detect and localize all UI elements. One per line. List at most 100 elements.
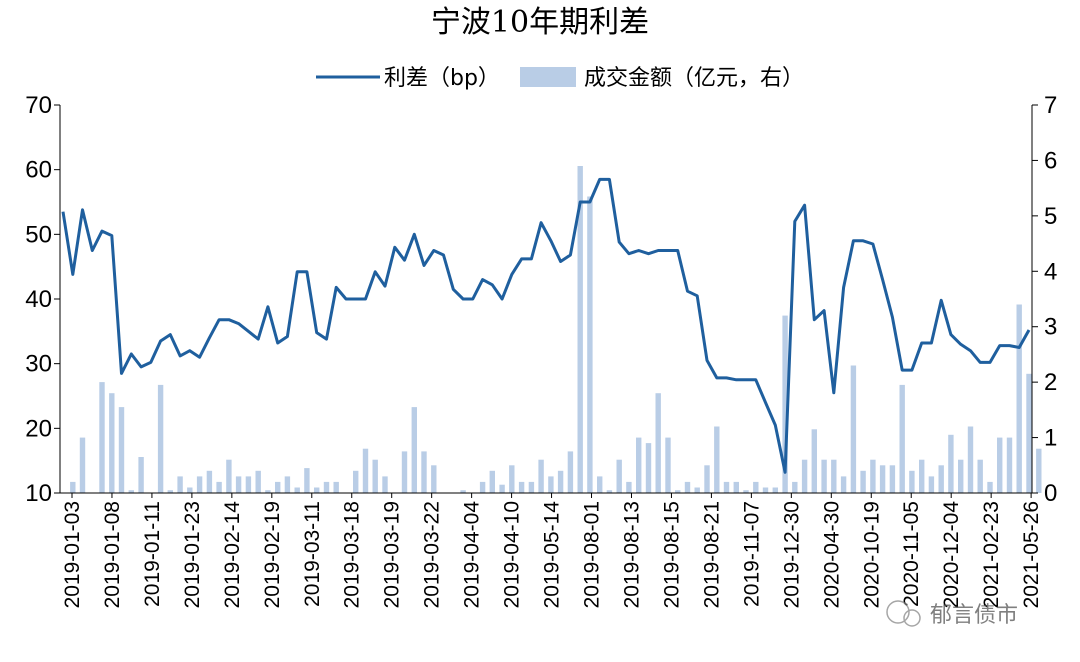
bar: [889, 465, 896, 493]
bar: [235, 476, 242, 493]
bar: [665, 437, 671, 493]
bar: [499, 484, 505, 493]
bar: [460, 490, 466, 493]
chart-title: 宁波10年期利差: [431, 5, 649, 40]
bar: [840, 476, 847, 493]
bar: [226, 459, 232, 493]
bar: [421, 451, 427, 493]
y-right-tick-label: 7: [1044, 92, 1057, 119]
bar: [1026, 373, 1032, 493]
bar: [958, 459, 964, 493]
y-left-tick-label: 60: [25, 157, 52, 184]
y-left-tick-label: 20: [25, 415, 52, 442]
bar: [538, 459, 544, 493]
x-tick-label: 2021-05-26: [1020, 501, 1043, 608]
x-tick-label: 2019-03-18: [341, 501, 364, 608]
bar: [782, 315, 788, 493]
bar: [977, 459, 983, 493]
bar: [323, 481, 330, 493]
bar: [1016, 304, 1022, 493]
bar: [909, 470, 915, 493]
x-tick-label: 2019-02-14: [221, 501, 244, 609]
bar: [723, 481, 730, 493]
bar: [616, 459, 622, 493]
spread-line: [61, 177, 1031, 474]
wechat-icon-small: [903, 609, 921, 627]
bar: [372, 459, 378, 493]
bar: [948, 434, 954, 493]
bar: [206, 470, 213, 493]
bar: [967, 426, 974, 493]
x-tick-label: 2019-12-30: [780, 501, 803, 608]
bar: [762, 487, 769, 493]
bar: [811, 429, 817, 493]
bar: [275, 481, 281, 493]
x-tick-label: 2019-03-22: [421, 501, 444, 608]
bar: [70, 481, 76, 493]
y-right-tick-label: 5: [1044, 203, 1057, 230]
bar: [636, 437, 642, 493]
bar: [997, 437, 1003, 493]
bar: [489, 470, 495, 493]
y-right-ticks: 0 1 2 3 4 5 6 7: [1032, 92, 1057, 507]
bar: [196, 476, 203, 493]
bar: [284, 476, 291, 493]
x-tick-label: 2020-11-05: [900, 501, 923, 607]
x-tick-label: 2019-01-08: [101, 501, 124, 608]
bar: [655, 393, 661, 493]
x-ticks: 2019-01-03 2019-01-08 2019-01-11 2019-01-23…: [61, 493, 1043, 608]
bar: [167, 490, 173, 493]
x-tick-label: 2019-01-23: [181, 501, 204, 608]
y-left-ticks: 10 20 30 40 50 60 70: [25, 92, 60, 507]
x-tick-label: 2019-08-01: [581, 501, 604, 608]
watermark: 郁言债市: [886, 600, 1018, 628]
bar: [899, 384, 905, 493]
watermark-text: 郁言债市: [930, 603, 1018, 628]
y-right-tick-label: 3: [1044, 314, 1057, 341]
y-left-tick-label: 70: [25, 92, 52, 119]
bar: [411, 407, 417, 493]
bar: [353, 470, 359, 493]
bar: [548, 476, 554, 493]
x-tick-label: 2019-04-10: [501, 501, 524, 608]
bar: [567, 451, 574, 493]
bar: [684, 481, 691, 493]
bar: [518, 481, 525, 493]
bar: [99, 382, 105, 493]
bar: [128, 490, 134, 493]
bar: [831, 459, 837, 493]
x-tick-label: 2019-08-15: [660, 501, 683, 608]
legend: 利差（bp） 成交金额（亿元，右）: [316, 66, 804, 91]
bar: [557, 470, 564, 493]
y-left-tick-label: 50: [25, 221, 52, 248]
x-tick-label: 2019-03-19: [381, 501, 404, 608]
bar: [704, 465, 710, 493]
bar: [801, 459, 808, 493]
x-tick-label: 2019-11-07: [740, 501, 763, 607]
legend-line-label: 利差（bp）: [384, 66, 500, 91]
bar-series: [70, 166, 1042, 493]
bar: [362, 448, 369, 493]
bar: [675, 490, 681, 493]
bar: [245, 476, 252, 493]
bar: [987, 481, 993, 493]
bar: [626, 481, 632, 493]
bar: [528, 481, 535, 493]
legend-bar-label: 成交金额（亿元，右）: [584, 66, 804, 91]
bar: [479, 481, 486, 493]
bar: [177, 476, 183, 493]
x-tick-label: 2020-10-19: [860, 501, 883, 608]
y-right-tick-label: 2: [1044, 369, 1057, 396]
bar: [431, 465, 437, 493]
bar: [606, 490, 613, 493]
x-tick-label: 2019-01-11: [141, 501, 164, 607]
x-tick-label: 2021-02-23: [980, 501, 1003, 608]
x-tick-label: 2019-04-04: [461, 501, 484, 609]
bar: [714, 426, 720, 493]
x-tick-label: 2020-12-04: [940, 501, 963, 609]
bar: [772, 487, 778, 493]
bar: [870, 459, 876, 493]
bar: [577, 166, 583, 493]
y-right-tick-label: 1: [1044, 425, 1057, 452]
